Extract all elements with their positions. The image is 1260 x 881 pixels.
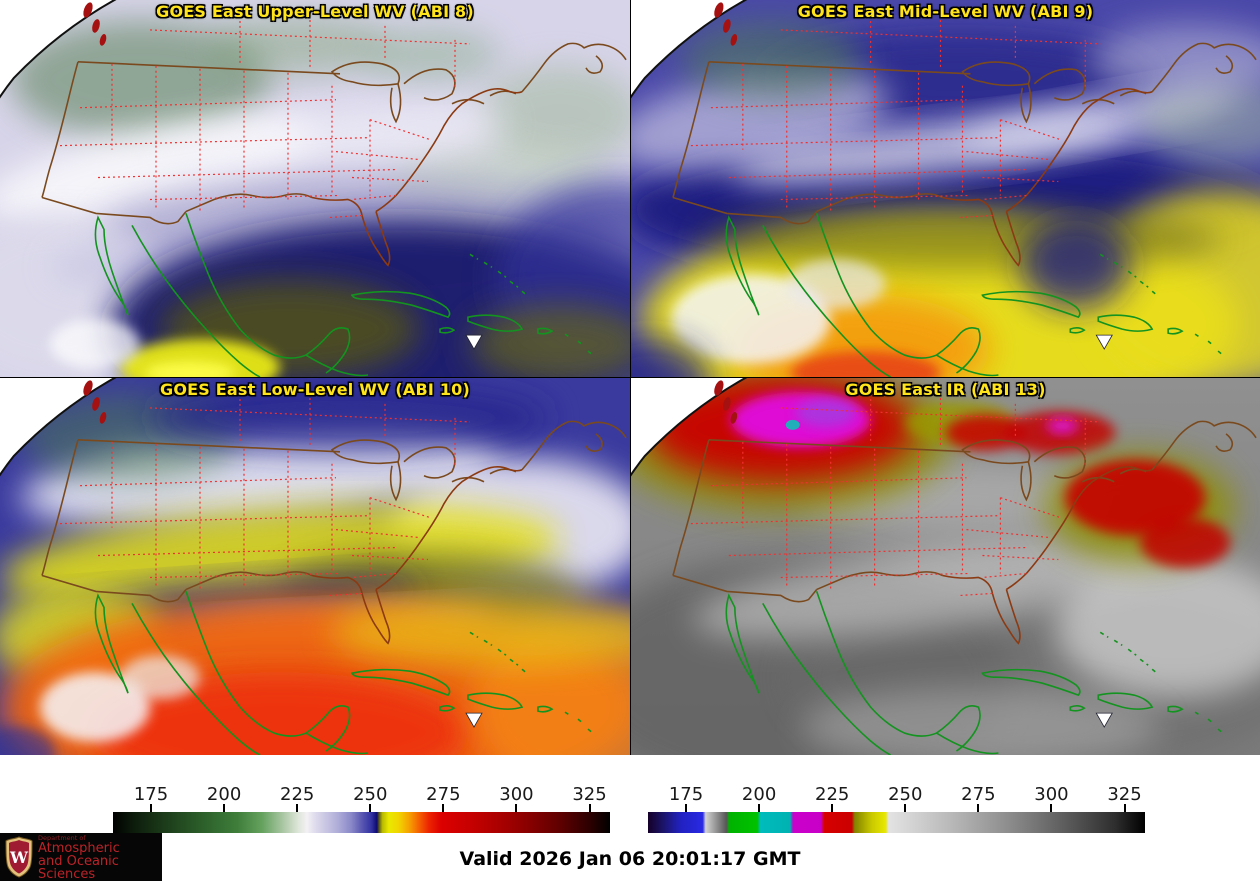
- valid-time-text: Valid 2026 Jan 06 20:01:17 GMT: [459, 848, 801, 870]
- colorbar-tick-mark: [831, 804, 834, 812]
- satellite-panel-grid: GOES East Upper-Level WV (ABI 8): [0, 0, 1260, 755]
- panel-title-abi8: GOES East Upper-Level WV (ABI 8): [156, 2, 474, 21]
- colorbar-tick-label: 275: [426, 784, 461, 805]
- colorbar-tick-label: 300: [499, 784, 534, 805]
- colorbar-tick-label: 250: [353, 784, 388, 805]
- panel-ir: GOES East IR (ABI 13): [630, 377, 1260, 755]
- colorbar-tick-mark: [442, 804, 445, 812]
- logo-text: Department of Atmospheric and Oceanic Sc…: [38, 834, 162, 881]
- uw-aos-logo: W Department of Atmospheric and Oceanic …: [0, 833, 162, 881]
- colorbar-tick-label: 200: [741, 784, 777, 805]
- satellite-image-abi13: [631, 378, 1260, 755]
- wv-low-color-field: [0, 382, 630, 755]
- panel-upper-level-wv: GOES East Upper-Level WV (ABI 8): [0, 0, 630, 377]
- colorbar-tick-mark: [977, 804, 980, 812]
- colorbar-tick-label: 175: [133, 784, 169, 805]
- logo-line-atmospheric: Atmospheric: [38, 840, 120, 856]
- colorbar-tick-mark: [588, 804, 591, 812]
- colorbar-wv: 175 200 225 250 275 300 325: [113, 785, 610, 833]
- satellite-image-abi9: [631, 0, 1260, 377]
- satellite-image-abi10: [0, 378, 630, 755]
- uw-crest-icon: W: [5, 836, 33, 878]
- colorbar-tick-mark: [150, 804, 152, 812]
- colorbar-tick-label: 225: [814, 784, 850, 805]
- wv-mid-color-field: [631, 19, 1260, 377]
- colorbar-tick-mark: [1123, 804, 1126, 812]
- satellite-image-abi8: [0, 0, 630, 377]
- wv-upper-color-field: [0, 14, 630, 377]
- colorbar-tick-mark: [369, 804, 372, 812]
- colorbar-tick-mark: [1050, 804, 1053, 812]
- panel-mid-level-wv: GOES East Mid-Level WV (ABI 9): [630, 0, 1260, 377]
- colorbar-tick-label: 300: [1034, 784, 1069, 805]
- colorbar-tick-label: 175: [668, 784, 704, 805]
- colorbar-gradient-wv: [113, 812, 610, 833]
- colorbar-tick-mark: [685, 804, 687, 812]
- colorbar-tick-mark: [515, 804, 518, 812]
- colorbar-ir: 175 200 225 250 275 300 325: [648, 785, 1145, 833]
- uw-crest-monogram: W: [9, 848, 29, 867]
- panel-title-abi13: GOES East IR (ABI 13): [845, 380, 1046, 399]
- colorbar-gradient-ir: [648, 812, 1145, 833]
- logo-line-oceanic: and Oceanic Sciences: [38, 853, 119, 881]
- logo-department-line: Department of: [38, 833, 86, 842]
- colorbar-tick-label: 275: [961, 784, 996, 805]
- colorbar-tick-label: 325: [1107, 784, 1142, 805]
- colorbar-tick-mark: [223, 804, 226, 812]
- panel-title-abi10: GOES East Low-Level WV (ABI 10): [159, 380, 470, 399]
- colorbar-tick-mark: [904, 804, 907, 812]
- panel-title-abi9: GOES East Mid-Level WV (ABI 9): [797, 2, 1094, 21]
- colorbar-tick-label: 325: [572, 784, 607, 805]
- panel-low-level-wv: GOES East Low-Level WV (ABI 10): [0, 377, 630, 755]
- colorbar-tick-mark: [296, 804, 299, 812]
- colorbar-tick-label: 250: [888, 784, 923, 805]
- colorbar-tick-label: 200: [206, 784, 242, 805]
- colorbar-tick-label: 225: [279, 784, 315, 805]
- colorbar-tick-mark: [758, 804, 761, 812]
